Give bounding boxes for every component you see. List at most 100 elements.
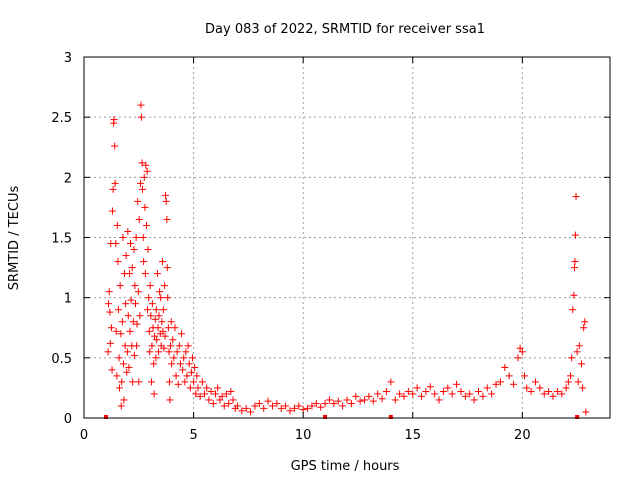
data-point [545,388,553,396]
data-point [523,384,531,392]
data-point [558,390,566,398]
data-point [158,318,166,326]
data-point [154,324,162,332]
data-point [214,384,222,392]
data-point [225,400,233,408]
data-point [112,240,120,248]
axis-ticks: 0 0.5 1 1.5 2 2.5 3 0 5 10 15 20 [51,51,610,443]
data-point [238,407,246,415]
data-point [496,378,504,386]
data-point [175,342,183,350]
data-point [116,282,124,290]
data-point [114,306,122,314]
data-point [501,363,509,371]
data-point [347,400,355,408]
data-point [150,390,158,398]
data-point [139,234,147,241]
data-point [124,312,132,320]
data-point [152,306,160,314]
data-point [196,392,204,400]
chart-title: Day 083 of 2022, SRMTID for receiver ssa… [205,22,485,37]
data-point [146,348,154,356]
data-point [142,161,150,169]
data-point [247,408,255,416]
data-point [422,388,430,396]
data-point [521,372,529,380]
data-point [514,354,522,362]
baseline-marker [388,415,393,419]
data-point [137,179,145,187]
data-point [163,215,171,223]
data-point [116,384,124,392]
data-point [106,308,114,316]
data-point [527,388,535,396]
data-point [143,167,151,175]
data-point [409,390,417,398]
data-point [571,258,579,266]
data-point [435,396,443,404]
data-point [187,368,195,376]
data-point [138,159,146,167]
data-point [165,348,173,356]
data-point [167,318,175,326]
data-point [136,312,144,320]
data-point [164,294,172,302]
data-point [159,327,167,335]
data-point [220,402,228,410]
data-point [578,360,586,368]
data-point [114,258,122,266]
y-tick-label: 0 [64,412,72,427]
data-point [330,400,338,408]
data-point [387,378,395,386]
data-point [444,384,452,392]
data-point [466,390,474,398]
data-point [510,380,518,388]
y-axis-label: SRMTID / TECUs [7,186,22,291]
data-point [304,404,312,412]
data-point [488,390,496,398]
data-point [518,348,526,356]
data-point [396,390,404,398]
data-point [365,392,373,400]
y-tick-label: 1.5 [51,232,72,247]
data-point [119,360,127,368]
data-point [176,360,184,368]
y-tick-label: 0.5 [51,352,72,367]
data-point [505,372,513,380]
data-point [126,240,134,248]
data-point [170,354,178,362]
x-tick-label: 15 [404,428,421,443]
data-point [295,402,303,410]
data-point [579,384,587,392]
baseline-marker [575,415,580,419]
data-point [108,366,116,374]
data-point [549,392,557,400]
data-point [181,378,189,386]
data-point [118,318,126,326]
y-tick-label: 1 [64,292,72,307]
data-point [492,380,500,388]
data-point [162,191,170,199]
data-point [123,348,131,356]
data-point [132,234,140,241]
data-point [110,116,118,124]
data-point [186,384,194,392]
data-point [426,383,434,391]
data-point [137,113,145,121]
data-point [129,318,137,326]
data-point [130,351,138,359]
data-point [191,363,199,371]
data-point [107,324,115,332]
data-point [142,221,150,229]
data-point [570,291,578,299]
data-point [448,390,456,398]
data-point [169,336,177,344]
data-series [103,101,590,419]
data-point [129,378,137,386]
data-point [179,366,187,374]
data-point [137,101,145,109]
data-point [483,384,491,392]
data-point [140,173,148,181]
data-point [130,246,138,254]
